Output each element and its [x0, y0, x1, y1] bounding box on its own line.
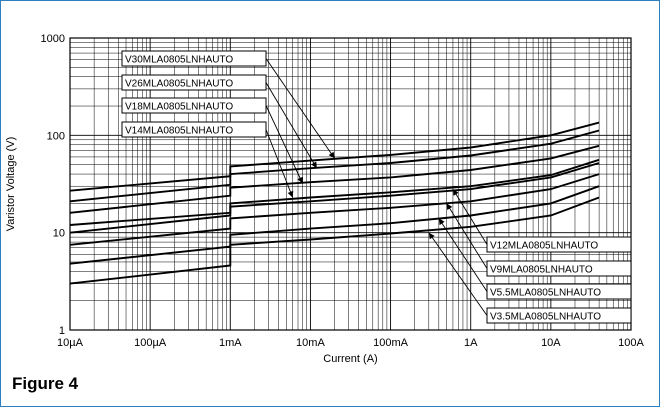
annotation-label: V18MLA0805LNHAUTO: [125, 102, 233, 113]
annotation-box: [486, 307, 632, 324]
x-tick-label: 1mA: [219, 337, 242, 349]
x-tick-label: 10mA: [296, 337, 325, 349]
x-tick-label: 1A: [464, 337, 478, 349]
annotation-leader: [265, 105, 304, 184]
annotation-leader: [428, 232, 488, 316]
figure-caption: Figure 4: [12, 374, 79, 393]
series-line-v3-5mla0805lnhauto: [69, 196, 600, 285]
y-tick-label: 100: [47, 130, 65, 142]
annotation-box: [121, 121, 267, 138]
x-tick-label: 100mA: [373, 337, 409, 349]
annotation-arrowhead: [311, 161, 317, 169]
annotation-leader: [265, 82, 318, 169]
annotation-label: V12MLA0805LNHAUTO: [490, 241, 598, 252]
series-line-v12mla0805lnhauto: [69, 162, 600, 234]
series-line-v9mla0805lnhauto: [69, 173, 600, 246]
annotation-arrowhead: [287, 190, 294, 198]
annotation-label: V30MLA0805LNHAUTO: [125, 55, 233, 66]
annotation-label: V5.5MLA0805LNHAUTO: [490, 288, 601, 299]
annotation-box: [486, 260, 632, 277]
annotation-leader: [438, 218, 488, 292]
annotation-arrowhead: [328, 151, 335, 159]
series-lines: [69, 121, 600, 285]
y-tick-label: 10: [53, 228, 65, 240]
y-tick-label: 1: [59, 325, 65, 337]
annotation-label: V3.5MLA0805LNHAUTO: [490, 312, 601, 323]
annotation-leader: [446, 203, 488, 269]
tick-labels: 10µA 100µA 1mA 10mA 100mA 1A 10A 100A 1 10 100 1000: [41, 33, 645, 349]
annotation-label: V9MLA0805LNHAUTO: [490, 265, 593, 276]
annotation-arrowhead: [452, 189, 459, 196]
annotation-box: [486, 236, 632, 253]
annotation-label: V14MLA0805LNHAUTO: [125, 126, 233, 137]
annotation-box: [121, 74, 267, 91]
annotation-arrowhead: [446, 203, 453, 210]
y-axis-label: Varistor Voltage (V): [5, 137, 17, 232]
x-tick-label: 100µA: [134, 337, 167, 349]
annotation-arrowhead: [438, 218, 445, 226]
x-tick-label: 10A: [541, 337, 561, 349]
x-tick-label: 100A: [618, 337, 644, 349]
y-tick-label: 1000: [41, 33, 65, 45]
annotation-leader: [265, 58, 335, 159]
annotation-leader: [452, 188, 488, 245]
annotation-box: [121, 97, 267, 114]
annotation-arrowhead: [428, 232, 435, 240]
annotation-box: [121, 50, 267, 67]
series-line-v26mla0805lnhauto: [69, 129, 600, 203]
series-line-v18mla0805lnhauto: [69, 144, 600, 214]
plot-border: [69, 37, 632, 331]
x-axis-label: Current (A): [323, 353, 377, 365]
annotations: V30MLA0805LNHAUTO V26MLA0805LNHAUTO V18MLA…: [121, 50, 632, 324]
annotation-arrowhead: [297, 176, 303, 184]
x-tick-label: 10µA: [57, 337, 84, 349]
annotation-leader: [265, 129, 294, 198]
annotation-label: V26MLA0805LNHAUTO: [125, 79, 233, 90]
annotation-box: [486, 283, 632, 300]
